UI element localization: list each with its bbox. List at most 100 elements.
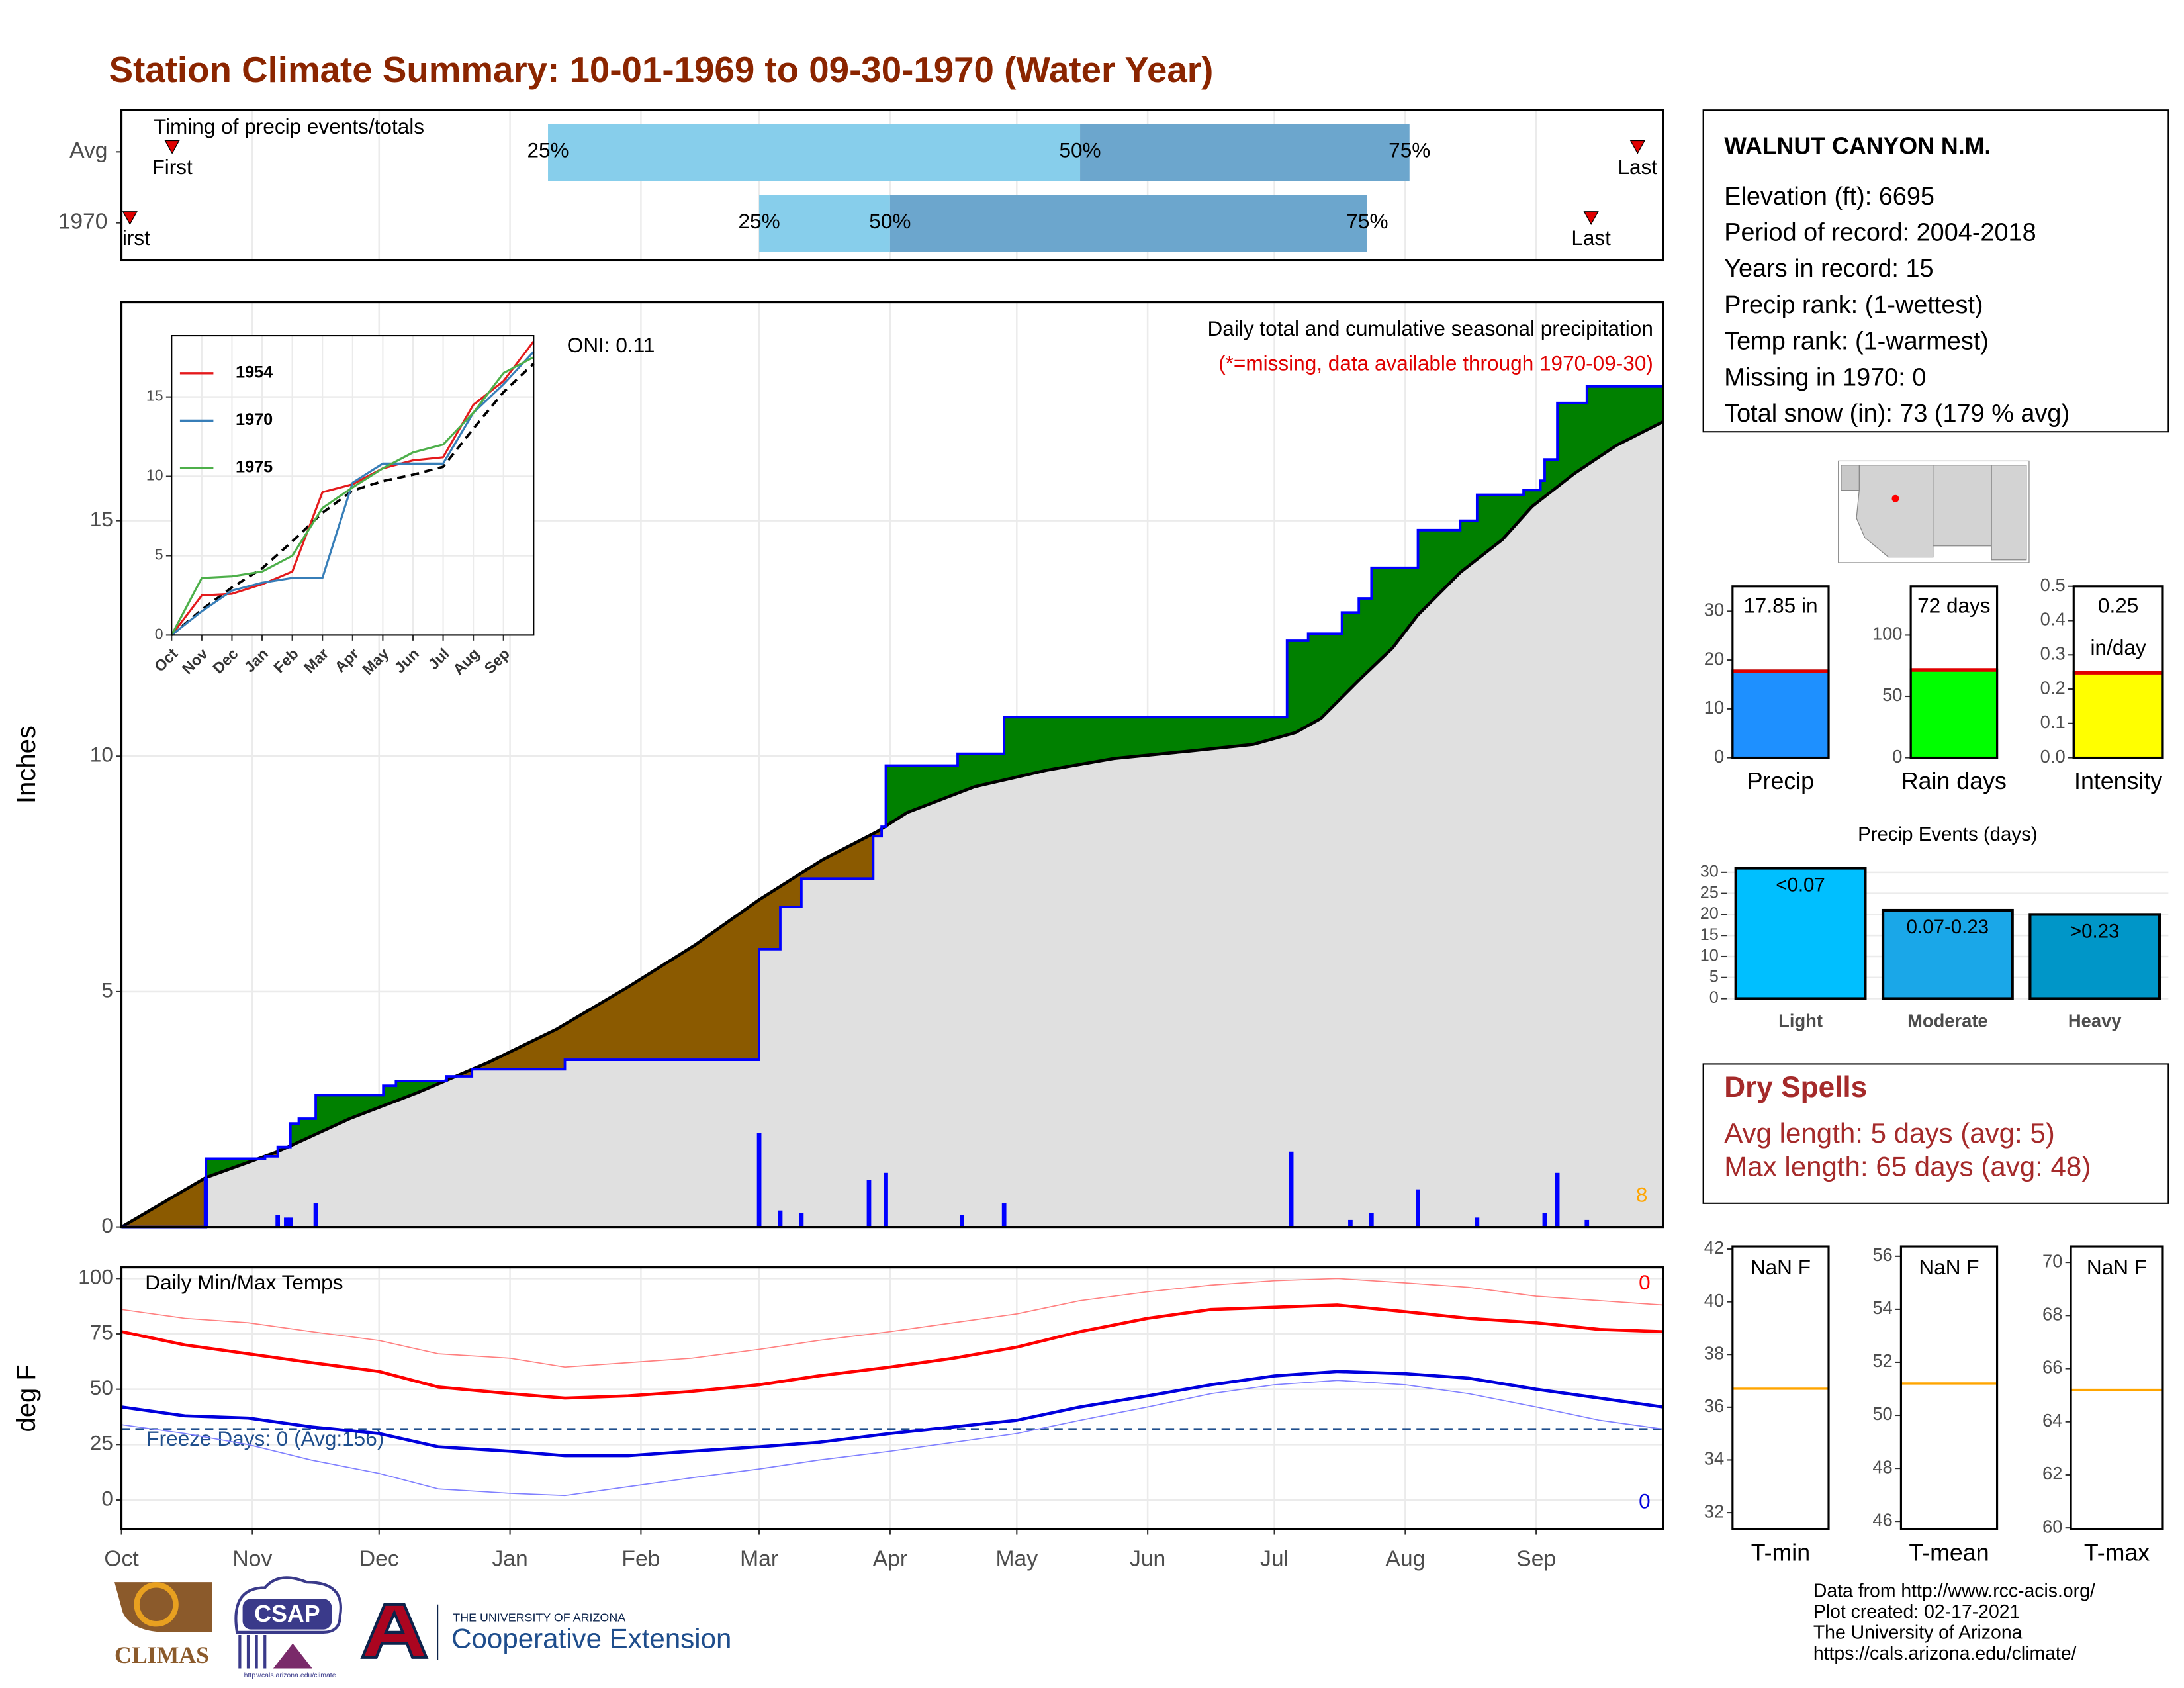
legend-label: 1975 [236, 458, 273, 477]
bar [1734, 867, 1867, 1000]
chart-title: Daily total and cumulative seasonal prec… [1208, 316, 1653, 340]
daily-bar [203, 1177, 208, 1227]
y-tick-label: 100 [78, 1265, 113, 1289]
panel-frame [1731, 1245, 1830, 1530]
ua-logo [360, 1603, 429, 1659]
station-line: Missing in 1970: 0 [1724, 363, 1926, 391]
count-note: 8 [1636, 1183, 1648, 1207]
y-tick-label: 10 [1700, 947, 1719, 965]
daily-bar [1001, 1203, 1007, 1227]
x-tick-label: Jul [1260, 1546, 1289, 1571]
panel-bg [1901, 1246, 1997, 1530]
x-tick-label: Heavy [2068, 1011, 2122, 1031]
gauge-unit: in/day [2091, 635, 2146, 659]
gauge-title: T-max [2084, 1539, 2150, 1566]
y-tick-label: 15 [90, 507, 113, 531]
station-line: Temp rank: (1-warmest) [1724, 328, 1989, 355]
csap-bars [238, 1635, 267, 1669]
csap-logo: CSAP [254, 1601, 320, 1627]
dry-spells-line: Avg length: 5 days (avg: 5) [1724, 1117, 2055, 1149]
daily-bar [884, 1172, 888, 1227]
station-line: Elevation (ft): 6695 [1724, 183, 1934, 211]
map-state [1933, 465, 1992, 547]
dry-spells-line: Max length: 65 days (avg: 48) [1724, 1150, 2091, 1182]
y-tick-label: 0.1 [2040, 712, 2066, 732]
y-tick-label: 50 [90, 1376, 113, 1399]
y-tick-label: 46 [1872, 1509, 1892, 1530]
y-tick-label: 32 [1704, 1501, 1724, 1521]
y-tick-label: 0.4 [2040, 609, 2066, 630]
panel-bg [121, 1267, 1663, 1530]
x-tick-label: Apr [873, 1546, 907, 1571]
series-line [121, 1303, 1663, 1400]
gauge-value: NaN F [1919, 1255, 1979, 1279]
bin-label: >0.23 [2070, 921, 2120, 943]
daily-bar [1475, 1217, 1480, 1227]
y-tick-label: 5 [155, 546, 163, 563]
dry-spells-title: Dry Spells [1724, 1071, 1867, 1103]
climas-logo: CLIMAS [114, 1642, 209, 1668]
y-tick-label: 50 [1882, 684, 1902, 705]
x-tick-label: Jun [1130, 1546, 1165, 1571]
y-tick-label: 42 [1704, 1237, 1724, 1258]
daily-bar [866, 1180, 872, 1227]
daily-bar [1369, 1213, 1374, 1227]
gauge-value: NaN F [2087, 1255, 2147, 1279]
panel-frame [2070, 1245, 2164, 1530]
series-line [121, 1278, 1663, 1368]
y-tick-label: 52 [1872, 1350, 1892, 1371]
x-tick-label: Oct [104, 1546, 139, 1571]
daily-bar [1542, 1213, 1547, 1227]
y-tick-label: 68 [2042, 1304, 2062, 1325]
panel-bg [2071, 1246, 2163, 1530]
legend-label: 1970 [236, 410, 273, 429]
daily-bar [275, 1215, 281, 1227]
y-tick-label: 30 [1700, 863, 1719, 881]
y-tick-label: 0 [101, 1486, 113, 1510]
y-tick-label: 0.0 [2040, 746, 2066, 767]
bin-label: 0.07-0.23 [1907, 916, 1989, 938]
panel-frame [1909, 585, 1999, 759]
footer-line: Plot created: 02-17-2021 [1813, 1601, 2021, 1622]
min-note: 0 [1639, 1489, 1651, 1513]
daily-bar [1416, 1189, 1420, 1227]
station-box: WALNUT CANYON N.M. Elevation (ft): 6695 … [1702, 109, 2169, 433]
daily-bar [756, 1133, 762, 1227]
y-tick-label: 38 [1704, 1342, 1724, 1363]
y-tick-label: 25 [1700, 883, 1719, 902]
locator-map [1838, 460, 2030, 563]
y-tick-label: 20 [1704, 648, 1724, 669]
panel-frame [171, 335, 535, 636]
quantile-label: 25% [739, 209, 780, 233]
event-marker [1629, 140, 1645, 154]
daily-bar [288, 1217, 293, 1227]
x-tick-label: Sep [1516, 1546, 1556, 1571]
gauge-value: NaN F [1751, 1255, 1811, 1279]
x-tick-label: May [996, 1546, 1038, 1571]
gauge-bar [1731, 669, 1830, 759]
x-tick-label: Feb [621, 1546, 660, 1571]
y-tick-label: 10 [146, 467, 163, 484]
gauge-title: Precip [1747, 768, 1814, 794]
series-line [170, 356, 535, 636]
y-tick-label: 54 [1872, 1297, 1892, 1318]
y-tick-label: 0 [101, 1213, 113, 1237]
logos: CLIMAS CSAP http://cals.arizona.edu/clim… [114, 1576, 731, 1679]
csap-url: http://cals.arizona.edu/climate [244, 1671, 336, 1679]
panel-title: Timing of precip events/totals [154, 115, 424, 138]
station-line: Precip rank: (1-wettest) [1724, 291, 1983, 319]
daily-bar [960, 1215, 964, 1227]
y-tick-label: 34 [1704, 1448, 1724, 1469]
normal-area [121, 422, 1663, 1227]
gauge-bar [2072, 671, 2164, 759]
y-tick-label: 40 [1704, 1290, 1724, 1311]
gauge-title: Intensity [2074, 768, 2162, 794]
footer-line: The University of Arizona [1813, 1622, 2023, 1643]
y-tick-label: 64 [2042, 1410, 2062, 1430]
y-tick-label: 48 [1872, 1456, 1892, 1477]
early-bar [548, 124, 1081, 181]
gauge-bar [1909, 668, 1999, 759]
max-note: 0 [1639, 1270, 1651, 1294]
gauge-title: Rain days [1901, 768, 2007, 794]
